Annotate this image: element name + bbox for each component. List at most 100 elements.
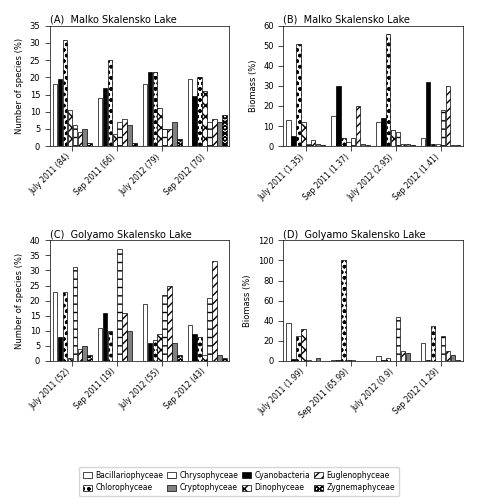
Bar xyxy=(426,82,430,146)
Bar xyxy=(63,292,67,360)
Bar xyxy=(306,144,311,146)
Bar xyxy=(77,132,82,146)
Bar xyxy=(73,268,77,360)
Bar xyxy=(286,322,291,360)
Bar xyxy=(451,354,455,360)
Bar xyxy=(172,122,177,146)
Bar xyxy=(157,334,162,360)
Bar xyxy=(301,122,305,146)
Bar xyxy=(202,354,207,360)
Bar xyxy=(127,330,132,360)
Y-axis label: Biomass (%): Biomass (%) xyxy=(243,274,252,327)
Y-axis label: Number of species (%): Number of species (%) xyxy=(15,38,24,134)
Y-axis label: Biomass (%): Biomass (%) xyxy=(249,60,258,112)
Bar xyxy=(421,138,425,146)
Bar xyxy=(187,79,192,146)
Bar xyxy=(197,336,202,360)
Bar xyxy=(441,336,445,360)
Bar xyxy=(152,340,157,360)
Bar xyxy=(217,122,222,146)
Bar xyxy=(411,145,415,146)
Bar xyxy=(112,134,117,146)
Bar xyxy=(391,130,395,146)
Bar xyxy=(177,139,182,146)
Bar xyxy=(172,342,177,360)
Bar xyxy=(163,129,167,146)
Bar xyxy=(446,350,450,360)
Bar xyxy=(396,132,401,146)
Bar xyxy=(197,78,202,146)
Bar xyxy=(296,44,301,146)
Bar xyxy=(341,260,346,360)
Bar xyxy=(421,342,425,360)
Bar xyxy=(103,312,107,360)
Text: (C)  Golyamo Skalensko Lake: (C) Golyamo Skalensko Lake xyxy=(50,230,192,239)
Bar xyxy=(396,316,401,360)
Bar xyxy=(142,84,147,146)
Bar xyxy=(401,350,405,360)
Bar xyxy=(286,120,291,146)
Bar xyxy=(83,129,87,146)
Bar xyxy=(446,86,450,146)
Bar xyxy=(316,358,320,360)
Bar xyxy=(163,294,167,360)
Bar xyxy=(142,304,147,360)
Bar xyxy=(73,126,77,146)
Bar xyxy=(207,298,212,360)
Bar xyxy=(187,324,192,360)
Bar xyxy=(376,356,380,360)
Bar xyxy=(217,354,222,360)
Bar xyxy=(167,129,172,146)
Bar xyxy=(316,144,320,146)
Bar xyxy=(58,336,62,360)
Bar xyxy=(148,342,152,360)
Bar xyxy=(321,145,326,146)
Bar xyxy=(118,250,122,360)
Bar xyxy=(406,144,410,146)
Bar xyxy=(451,145,455,146)
Bar xyxy=(291,136,296,146)
Bar xyxy=(177,354,182,360)
Bar xyxy=(336,86,341,146)
Bar xyxy=(193,96,197,146)
Bar xyxy=(122,118,127,146)
Bar xyxy=(356,106,360,146)
Bar xyxy=(58,79,62,146)
Bar xyxy=(346,142,350,146)
Bar xyxy=(436,144,440,146)
Bar xyxy=(53,84,57,146)
Bar xyxy=(53,292,57,360)
Bar xyxy=(222,115,227,146)
Bar xyxy=(68,110,72,146)
Bar xyxy=(351,138,356,146)
Bar xyxy=(296,336,301,360)
Legend: Bacillariophyceae, Chlorophyceae, Chrysophyceae, Cryptophyceae, Cyanobacteria, D: Bacillariophyceae, Chlorophyceae, Chryso… xyxy=(79,466,399,496)
Bar xyxy=(212,262,217,360)
Bar xyxy=(127,126,132,146)
Bar xyxy=(87,354,92,360)
Bar xyxy=(431,144,435,146)
Bar xyxy=(98,98,102,146)
Bar xyxy=(152,72,157,146)
Bar xyxy=(331,116,336,146)
Bar xyxy=(132,142,137,146)
Text: (B)  Malko Skalensko Lake: (B) Malko Skalensko Lake xyxy=(283,15,410,25)
Bar xyxy=(167,286,172,360)
Bar xyxy=(98,328,102,360)
Bar xyxy=(376,122,380,146)
Bar xyxy=(77,348,82,360)
Bar xyxy=(406,352,410,360)
Bar xyxy=(431,326,435,360)
Bar xyxy=(122,312,127,360)
Bar xyxy=(386,358,391,360)
Bar xyxy=(148,72,152,146)
Bar xyxy=(291,358,296,360)
Bar xyxy=(301,328,305,360)
Bar xyxy=(118,122,122,146)
Bar xyxy=(366,145,370,146)
Bar xyxy=(68,358,72,360)
Bar xyxy=(441,110,445,146)
Bar xyxy=(361,144,365,146)
Text: (A)  Malko Skalensko Lake: (A) Malko Skalensko Lake xyxy=(50,15,177,25)
Bar xyxy=(381,118,386,146)
